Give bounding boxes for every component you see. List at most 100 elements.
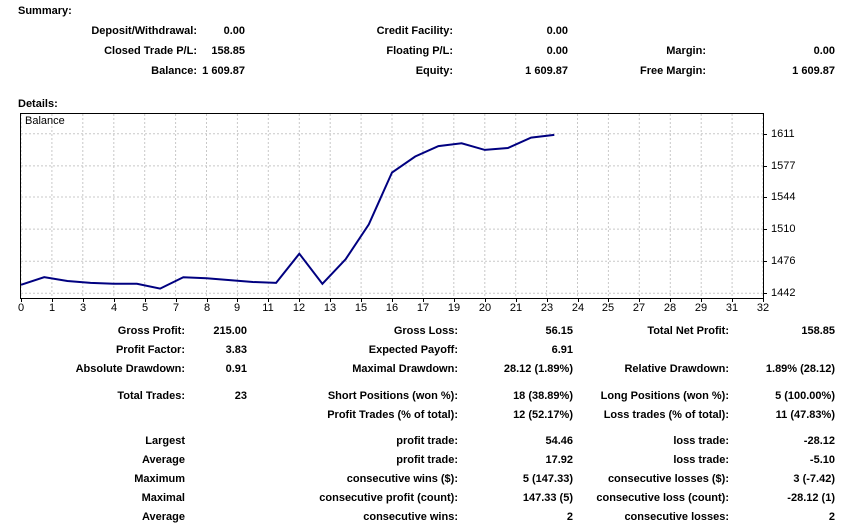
- spacer-cell: [185, 432, 247, 451]
- spacer-cell: [0, 406, 185, 425]
- x-axis-tick-label: 25: [601, 302, 615, 314]
- total-trades-value: 23: [234, 390, 247, 402]
- long-positions-label: Long Positions (won %):: [600, 390, 729, 402]
- avg-consecutive-losses-label: consecutive losses:: [624, 511, 729, 523]
- margin-label: Margin:: [666, 45, 706, 57]
- x-axis-tick: [547, 299, 548, 302]
- largest-profit-trade-value: 54.46: [545, 435, 573, 447]
- largest-profit-trade-label: profit trade:: [396, 435, 458, 447]
- x-axis-tick-label: 24: [571, 302, 585, 314]
- x-axis-tick: [763, 299, 764, 302]
- maximal-consecutive-loss-value: -28.12 (1): [787, 492, 835, 504]
- maximal-consecutive-profit-value: 147.33 (5): [522, 492, 573, 504]
- x-axis-tick: [207, 299, 208, 302]
- free-margin-label: Free Margin:: [639, 65, 706, 77]
- total-trades-label: Total Trades:: [117, 390, 185, 402]
- gross-profit-label: Gross Profit:: [117, 325, 185, 337]
- margin-value: 0.00: [813, 45, 835, 57]
- balance-value: 1 609.87: [202, 65, 245, 77]
- x-axis-tick: [485, 299, 486, 302]
- max-consecutive-wins-value: 5 (147.33): [522, 473, 573, 485]
- x-axis-tick-label: 27: [632, 302, 646, 314]
- y-axis-tick-label: 1476: [771, 255, 796, 267]
- average-row-label: Average: [141, 454, 185, 466]
- summary-table: Deposit/Withdrawal: 0.00 Credit Facility…: [0, 21, 835, 81]
- chart-legend-balance: Balance: [25, 115, 65, 127]
- x-axis-tick-label: 13: [323, 302, 337, 314]
- expected-payoff-value: 6.91: [551, 344, 573, 356]
- y-axis-tick-label: 1577: [771, 160, 796, 172]
- x-axis-tick: [701, 299, 702, 302]
- x-axis-tick: [330, 299, 331, 302]
- y-axis-tick-label: 1611: [771, 128, 795, 140]
- absolute-drawdown-label: Absolute Drawdown:: [75, 363, 185, 375]
- profit-trades-value: 12 (52.17%): [513, 409, 573, 421]
- maximum-row-label: Maximum: [134, 473, 185, 485]
- stats-trades-table: Total Trades: 23 Short Positions (won %)…: [0, 387, 835, 425]
- largest-loss-trade-value: -28.12: [803, 435, 835, 447]
- x-axis-tick-label: 8: [203, 302, 211, 314]
- spacer-cell: [185, 470, 247, 489]
- x-axis-tick-label: 5: [141, 302, 149, 314]
- floating-pl-label: Floating P/L:: [386, 45, 453, 57]
- profit-trades-label: Profit Trades (% of total):: [327, 409, 458, 421]
- balance-chart: Balance: [20, 113, 764, 299]
- x-axis-tick: [516, 299, 517, 302]
- summary-section-title: Summary:: [18, 5, 72, 17]
- y-axis-tick: [763, 134, 767, 135]
- x-axis-tick-label: 23: [540, 302, 554, 314]
- equity-label: Equity:: [415, 65, 453, 77]
- y-axis-tick: [763, 293, 767, 294]
- y-axis-tick-label: 1510: [771, 223, 796, 235]
- balance-line-plot: [21, 114, 763, 298]
- x-axis-tick-label: 16: [385, 302, 399, 314]
- x-axis-tick-label: 3: [79, 302, 87, 314]
- x-axis-tick: [361, 299, 362, 302]
- max-consecutive-losses-value: 3 (-7.42): [793, 473, 835, 485]
- long-positions-value: 5 (100.00%): [775, 390, 835, 402]
- maximal-drawdown-value: 28.12 (1.89%): [503, 363, 573, 375]
- spacer-cell: [568, 21, 706, 41]
- short-positions-label: Short Positions (won %):: [327, 390, 458, 402]
- expected-payoff-label: Expected Payoff:: [368, 344, 458, 356]
- y-axis-tick: [763, 261, 767, 262]
- floating-pl-value: 0.00: [546, 45, 568, 57]
- avg-consecutive-wins-value: 2: [566, 511, 573, 523]
- spacer-cell: [185, 508, 247, 527]
- maximal-drawdown-label: Maximal Drawdown:: [352, 363, 458, 375]
- y-axis-tick: [763, 166, 767, 167]
- x-axis-tick: [114, 299, 115, 302]
- balance-label: Balance:: [151, 65, 197, 77]
- x-axis-tick: [670, 299, 671, 302]
- x-axis-tick-label: 15: [354, 302, 368, 314]
- x-axis-tick: [52, 299, 53, 302]
- spacer-cell: [573, 341, 729, 360]
- y-axis-tick: [763, 229, 767, 230]
- relative-drawdown-label: Relative Drawdown:: [624, 363, 729, 375]
- relative-drawdown-value: 1.89% (28.12): [765, 363, 835, 375]
- average-loss-trade-value: -5.10: [809, 454, 835, 466]
- equity-value: 1 609.87: [525, 65, 568, 77]
- gross-loss-value: 56.15: [545, 325, 573, 337]
- x-axis-tick: [268, 299, 269, 302]
- short-positions-value: 18 (38.89%): [513, 390, 573, 402]
- x-axis-tick-label: 28: [663, 302, 677, 314]
- chart-x-axis: 0 1 3 4 5 7 8 9 11 12 13 15 16 17 19 20 21 23 24 25 27 28 29 31…: [18, 299, 769, 315]
- y-axis-tick: [763, 197, 767, 198]
- spacer-cell: [729, 341, 835, 360]
- profit-factor-value: 3.83: [225, 344, 247, 356]
- spacer-cell: [185, 489, 247, 508]
- x-axis-tick-label: 4: [110, 302, 118, 314]
- x-axis-tick-label: 9: [233, 302, 241, 314]
- closed-trade-pl-label: Closed Trade P/L:: [104, 45, 197, 57]
- avg-consecutive-wins-label: consecutive wins:: [363, 511, 458, 523]
- deposit-withdrawal-label: Deposit/Withdrawal:: [91, 25, 197, 37]
- avg-consecutive-losses-value: 2: [828, 511, 835, 523]
- avg-consecutive-row-label: Average: [141, 511, 185, 523]
- x-axis-tick: [608, 299, 609, 302]
- average-loss-trade-label: loss trade:: [673, 454, 729, 466]
- closed-trade-pl-value: 158.85: [211, 45, 245, 57]
- loss-trades-label: Loss trades (% of total):: [603, 409, 729, 421]
- spacer-cell: [706, 21, 835, 41]
